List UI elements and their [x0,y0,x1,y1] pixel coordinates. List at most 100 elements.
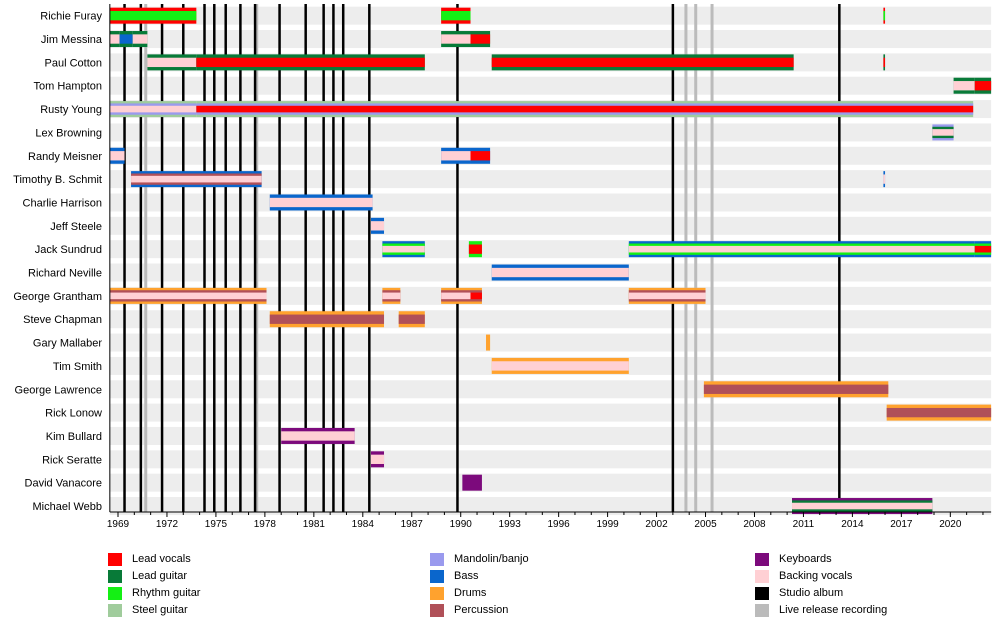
legend-item-rhythm-guitar: Rhythm guitar [108,585,200,602]
legend-item-live-release: Live release recording [755,602,887,619]
legend-label: Lead vocals [132,553,191,565]
member-name-label: Rusty Young [40,104,102,116]
steel-guitar-swatch [108,604,122,617]
x-tick-label: 2014 [841,519,864,530]
member-name-label: Paul Cotton [45,57,102,69]
member-name-label: Rick Lonow [45,408,102,420]
role-bar-lead-vocals [491,57,794,68]
role-bar-backing-vocals [491,267,629,278]
legend-item-backing-vocals: Backing vocals [755,568,887,585]
role-bar-drums [486,334,491,351]
member-name-label: Rick Seratte [42,454,102,466]
role-bar-backing-vocals [281,431,355,441]
role-bar-rhythm-guitar [883,11,886,21]
role-bar-backing-vocals [628,292,706,300]
rhythm-guitar-swatch [108,587,122,600]
row-band [109,76,992,95]
role-bar-backing-vocals [109,151,125,161]
legend-label: Percussion [454,604,509,616]
row-band [109,286,992,305]
legend-label: Drums [454,587,487,599]
legend-label: Backing vocals [779,570,853,582]
x-tick-label: 1978 [254,519,277,530]
mandolin-swatch [430,553,444,566]
role-bar-backing-vocals [147,57,197,68]
role-bar-backing-vocals [932,129,954,136]
row-band [109,216,992,235]
legend-item-mandolin: Mandolin/banjo [430,551,529,568]
role-bar-backing-vocals [491,361,629,371]
member-name-label: Randy Meisner [28,151,102,163]
role-bar-backing-vocals [441,34,471,44]
legend-column-1: Lead vocals Lead guitar Rhythm guitar St… [108,551,200,619]
role-bar-lead-vocals [470,34,491,44]
role-bar-backing-vocals [382,292,401,300]
role-bar-backing-vocals [953,81,975,91]
x-tick-label: 1987 [401,519,424,530]
x-tick-label: 2017 [890,519,913,530]
role-bar-backing-vocals [109,34,120,44]
legend-item-keyboards: Keyboards [755,551,887,568]
studio-album-swatch [755,587,769,600]
x-tick-label: 1999 [596,519,619,530]
member-name-label: Richard Neville [28,268,102,280]
role-bar-backing-vocals [132,34,148,44]
role-bar-backing-vocals [109,105,197,113]
legend-label: Studio album [779,587,844,599]
row-band [109,146,992,165]
band-timeline-chart: Richie Furay Jim Messina Paul Cotton Tom Ha… [13,4,992,530]
row-band [109,473,992,492]
role-bar-percussion [886,407,992,418]
role-bar-percussion [269,314,385,324]
lead-vocals-swatch [108,553,122,566]
member-name-label: David Vanacore [25,478,102,490]
role-bar-rhythm-guitar [441,11,471,21]
role-bar-percussion [703,384,889,394]
member-name-label: George Grantham [13,291,102,303]
x-tick-label: 1975 [205,519,228,530]
legend-item-lead-guitar: Lead guitar [108,568,200,585]
member-name-label: Gary Mallaber [33,338,102,350]
row-band [109,333,992,352]
member-name-label: Steve Chapman [23,314,102,326]
role-bar-keyboards [462,474,482,491]
member-name-label: Tom Hampton [34,81,102,93]
legend-item-drums: Drums [430,585,529,602]
legend-item-lead-vocals: Lead vocals [108,551,200,568]
row-band [109,403,992,422]
member-name-label: Kim Bullard [46,431,102,443]
legend-label: Bass [454,570,479,582]
role-bar-backing-vocals [792,502,933,510]
row-band [109,450,992,469]
row-band [109,123,992,142]
role-bar-rhythm-guitar [109,11,197,21]
role-bar-backing-vocals [382,245,425,253]
x-tick-label: 2008 [743,519,766,530]
live-release-swatch [755,604,769,617]
role-bar-backing-vocals [370,454,385,464]
member-name-label: Jack Sundrud [35,244,102,256]
row-band [109,6,992,25]
role-bar-lead-vocals [470,292,482,300]
backing-vocals-swatch [755,570,769,583]
role-bar-lead-vocals [468,244,482,254]
x-tick-label: 1996 [548,519,571,530]
role-bar-percussion [398,314,425,324]
x-tick-label: 1990 [450,519,473,530]
member-name-label: Timothy B. Schmit [13,174,102,186]
role-bar-backing-vocals [109,292,267,300]
member-name-label: George Lawrence [15,384,102,396]
drums-swatch [430,587,444,600]
x-tick-label: 2011 [793,519,815,530]
member-name-label: Charlie Harrison [23,197,102,209]
role-bar-lead-vocals [196,57,425,68]
percussion-swatch [430,604,444,617]
keyboards-swatch [755,553,769,566]
legend-item-bass: Bass [430,568,529,585]
legend-column-2: Mandolin/banjo Bass Drums Percussion [430,551,529,619]
role-bar-bass [119,34,133,44]
bass-swatch [430,570,444,583]
legend-label: Lead guitar [132,570,188,582]
row-band [109,310,992,329]
role-bar-lead-vocals [974,81,992,91]
